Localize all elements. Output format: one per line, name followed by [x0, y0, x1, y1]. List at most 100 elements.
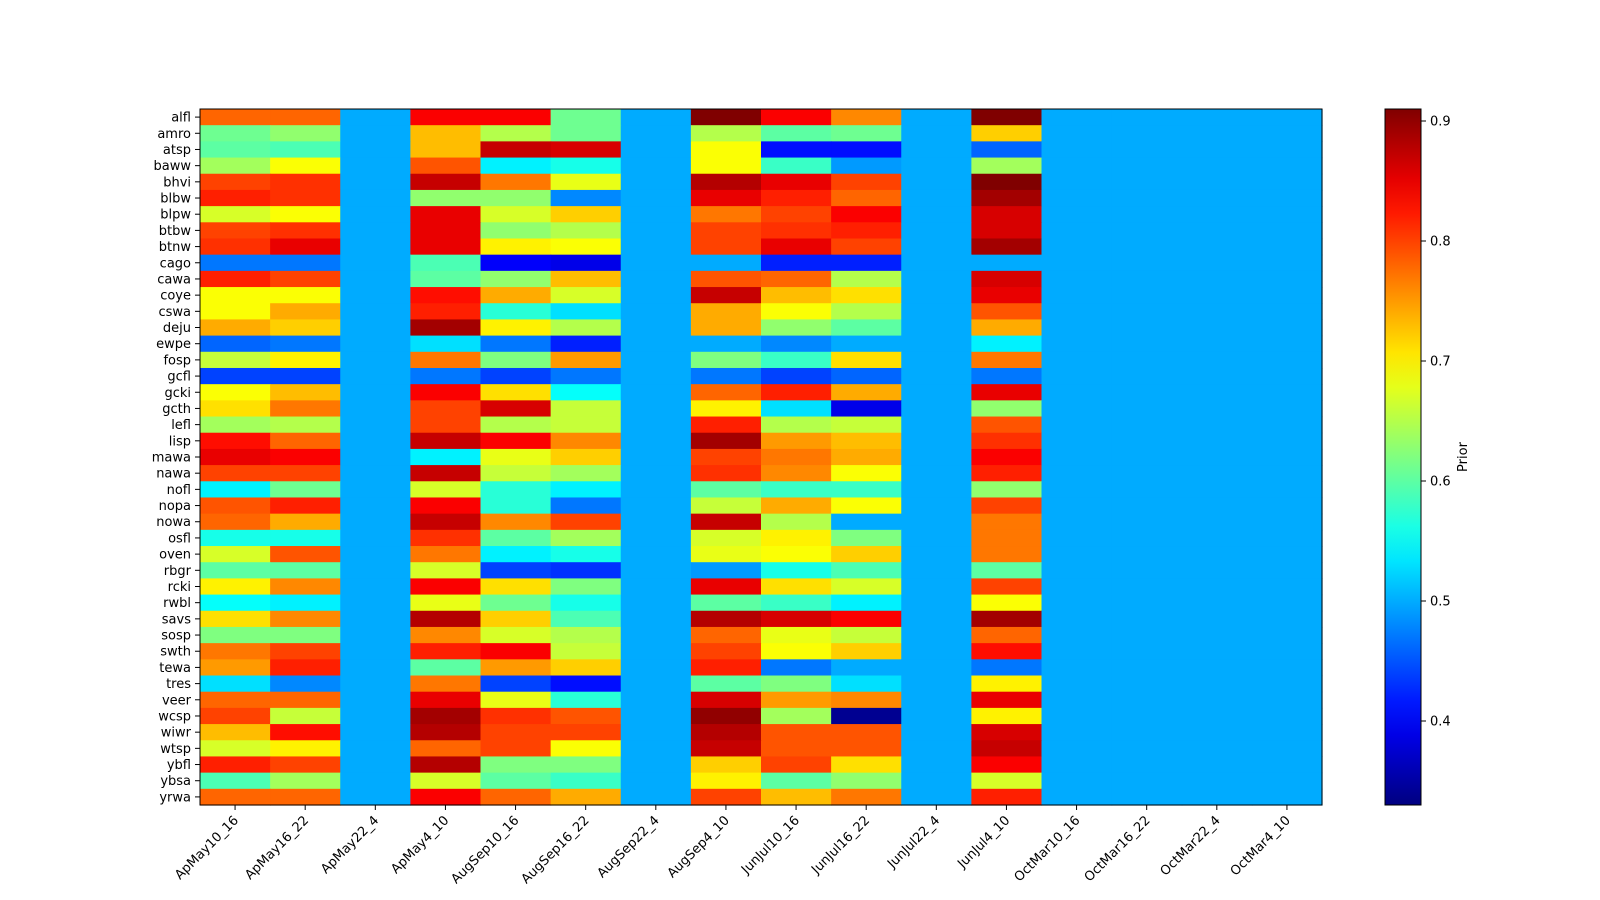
- heatmap-cell: [480, 643, 552, 660]
- heatmap-cell: [1041, 351, 1113, 369]
- heatmap-cell: [901, 400, 972, 418]
- heatmap-cell: [200, 707, 271, 725]
- heatmap-cell: [200, 319, 271, 337]
- heatmap-cell: [831, 125, 902, 142]
- heatmap-cell: [901, 270, 972, 288]
- heatmap-cell: [620, 691, 692, 709]
- heatmap-cell: [690, 432, 762, 450]
- heatmap-cell: [761, 497, 832, 515]
- heatmap-cell: [761, 287, 832, 304]
- heatmap-cell: [1181, 594, 1253, 612]
- heatmap-cell: [831, 578, 902, 596]
- y-tick-label: fosp: [163, 353, 191, 368]
- heatmap-cell: [831, 416, 902, 434]
- x-tick-label: AugSep4_10: [665, 813, 733, 881]
- heatmap-cell: [480, 788, 552, 806]
- heatmap-cell: [761, 772, 832, 790]
- heatmap-cell: [620, 513, 692, 531]
- heatmap-cell: [550, 465, 622, 482]
- heatmap-cell: [761, 465, 832, 482]
- heatmap-cell: [901, 109, 972, 126]
- y-tick-label: wiwr: [161, 726, 192, 741]
- heatmap-cell: [901, 675, 972, 693]
- heatmap-cell: [1041, 675, 1113, 693]
- heatmap-cell: [270, 351, 341, 369]
- heatmap-cell: [200, 659, 271, 677]
- heatmap-cell: [971, 497, 1043, 515]
- heatmap-cell: [340, 335, 411, 353]
- heatmap-cell: [550, 578, 622, 596]
- y-tick-label: nofl: [167, 483, 191, 498]
- heatmap-cell: [620, 497, 692, 515]
- heatmap-cell: [901, 724, 972, 741]
- heatmap-cell: [410, 707, 482, 725]
- heatmap-cell: [1251, 141, 1323, 159]
- heatmap-cell: [200, 481, 271, 499]
- heatmap-cell: [340, 448, 411, 466]
- heatmap-cell: [480, 546, 552, 563]
- heatmap-cell: [340, 529, 411, 547]
- heatmap-cell: [1181, 125, 1253, 142]
- heatmap-cell: [1041, 643, 1113, 660]
- heatmap-cell: [550, 109, 622, 126]
- heatmap-cell: [761, 659, 832, 677]
- heatmap-cell: [270, 384, 341, 401]
- heatmap-cell: [270, 643, 341, 660]
- heatmap-cell: [971, 546, 1043, 563]
- heatmap-cell: [761, 626, 832, 644]
- heatmap-cell: [550, 788, 622, 806]
- heatmap-cell: [410, 659, 482, 677]
- heatmap-cell: [480, 740, 552, 758]
- y-tick-label: cswa: [158, 305, 191, 320]
- heatmap-cell: [831, 594, 902, 612]
- heatmap-cell: [620, 626, 692, 644]
- heatmap-cell: [1181, 335, 1253, 353]
- heatmap-cell: [410, 643, 482, 660]
- heatmap-cell: [340, 206, 411, 223]
- heatmap-cell: [270, 141, 341, 159]
- heatmap-cell: [831, 238, 902, 256]
- heatmap-cell: [480, 691, 552, 709]
- heatmap-cell: [410, 173, 482, 191]
- heatmap-cell: [1041, 740, 1113, 758]
- heatmap-cell: [480, 287, 552, 304]
- heatmap-cell: [831, 448, 902, 466]
- y-tick-label: rcki: [168, 580, 191, 595]
- heatmap-cell: [480, 594, 552, 612]
- heatmap-cell: [1111, 562, 1183, 579]
- heatmap-cell: [761, 367, 832, 385]
- heatmap-cell: [971, 675, 1043, 693]
- heatmap-cell: [340, 481, 411, 499]
- heatmap-cell: [340, 788, 411, 806]
- x-tick-label: JunJul16_22: [808, 813, 873, 878]
- heatmap-cell: [1181, 724, 1253, 741]
- heatmap-cell: [690, 141, 762, 159]
- heatmap-cell: [1251, 546, 1323, 563]
- heatmap-cell: [1251, 724, 1323, 741]
- heatmap-cell: [901, 465, 972, 482]
- heatmap-cell: [620, 189, 692, 207]
- heatmap-cell: [901, 432, 972, 450]
- heatmap-cells: [200, 109, 1323, 806]
- heatmap-cell: [480, 578, 552, 596]
- heatmap-cell: [480, 254, 552, 272]
- heatmap-cell: [1041, 465, 1113, 482]
- heatmap-cell: [620, 643, 692, 660]
- heatmap-cell: [901, 384, 972, 401]
- heatmap-cell: [480, 125, 552, 142]
- heatmap-cell: [410, 141, 482, 159]
- heatmap-cell: [1041, 610, 1113, 628]
- heatmap-cell: [761, 675, 832, 693]
- heatmap-cell: [620, 367, 692, 385]
- heatmap-cell: [831, 465, 902, 482]
- heatmap-cell: [761, 691, 832, 709]
- heatmap-cell: [1041, 513, 1113, 531]
- heatmap-cell: [690, 691, 762, 709]
- heatmap-cell: [270, 562, 341, 579]
- heatmap-cell: [1111, 481, 1183, 499]
- heatmap-cell: [1181, 222, 1253, 240]
- heatmap-cell: [831, 287, 902, 304]
- heatmap-cell: [200, 335, 271, 353]
- heatmap-cell: [690, 643, 762, 660]
- heatmap-cell: [761, 416, 832, 434]
